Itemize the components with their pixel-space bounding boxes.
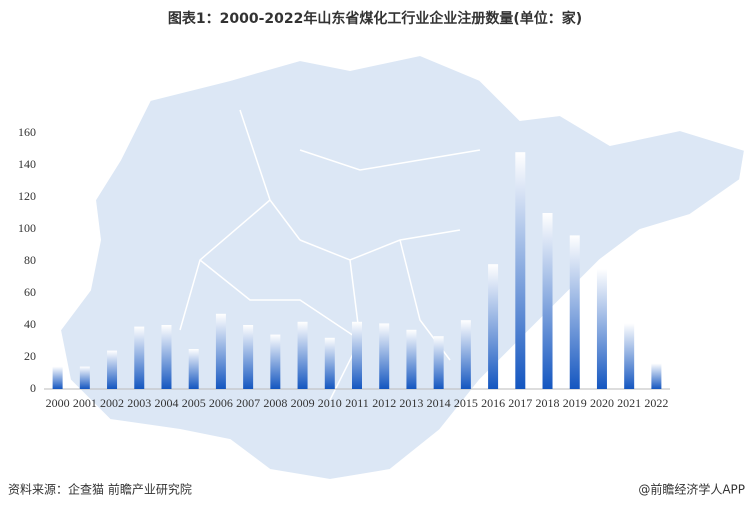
bar bbox=[324, 337, 335, 389]
bar bbox=[651, 363, 662, 389]
x-tick-label: 2001 bbox=[73, 396, 97, 410]
x-tick-label: 2006 bbox=[209, 396, 233, 410]
bar bbox=[270, 334, 281, 389]
bar bbox=[79, 366, 90, 389]
y-tick-label: 140 bbox=[18, 157, 36, 171]
x-tick-label: 2000 bbox=[46, 396, 70, 410]
x-tick-label: 2017 bbox=[508, 396, 532, 410]
x-tick-label: 2015 bbox=[454, 396, 478, 410]
x-tick-label: 2022 bbox=[644, 396, 668, 410]
x-tick-label: 2005 bbox=[182, 396, 206, 410]
y-tick-label: 20 bbox=[24, 349, 36, 363]
y-tick-label: 120 bbox=[18, 189, 36, 203]
y-tick-label: 60 bbox=[24, 285, 36, 299]
source-note: 资料来源：企查猫 前瞻产业研究院 bbox=[8, 482, 192, 497]
x-tick-label: 2016 bbox=[481, 396, 505, 410]
bar bbox=[406, 329, 417, 389]
bar bbox=[215, 313, 226, 389]
chart-title: 图表1：2000-2022年山东省煤化工行业企业注册数量(单位：家) bbox=[168, 10, 582, 27]
x-tick-label: 2012 bbox=[372, 396, 396, 410]
x-tick-label: 2009 bbox=[291, 396, 315, 410]
y-tick-label: 40 bbox=[24, 317, 36, 331]
bar bbox=[596, 269, 607, 389]
x-tick-label: 2010 bbox=[318, 396, 342, 410]
x-tick-label: 2008 bbox=[263, 396, 287, 410]
bar bbox=[515, 152, 526, 389]
brand-note: @前瞻经济学人APP bbox=[638, 482, 745, 497]
x-tick-label: 2013 bbox=[399, 396, 423, 410]
x-tick-label: 2002 bbox=[100, 396, 124, 410]
y-tick-label: 160 bbox=[18, 125, 36, 139]
bar bbox=[569, 235, 580, 389]
bar bbox=[542, 213, 553, 389]
x-tick-label: 2003 bbox=[127, 396, 151, 410]
y-tick-label: 80 bbox=[24, 253, 36, 267]
x-tick-label: 2021 bbox=[617, 396, 641, 410]
x-tick-label: 2004 bbox=[154, 396, 178, 410]
bar bbox=[352, 321, 362, 389]
bar bbox=[488, 264, 499, 389]
bar bbox=[188, 349, 199, 389]
x-tick-label: 2020 bbox=[590, 396, 614, 410]
bar bbox=[107, 350, 118, 389]
x-tick-label: 2018 bbox=[536, 396, 560, 410]
bar bbox=[243, 325, 254, 389]
map-background bbox=[58, 53, 747, 482]
bar bbox=[161, 325, 172, 389]
y-tick-label: 0 bbox=[30, 381, 36, 395]
x-tick-label: 2011 bbox=[345, 396, 369, 410]
x-tick-label: 2014 bbox=[427, 396, 451, 410]
bar bbox=[624, 323, 635, 389]
y-tick-label: 100 bbox=[18, 221, 36, 235]
x-tick-label: 2019 bbox=[563, 396, 587, 410]
bar bbox=[433, 336, 444, 389]
x-tick-label: 2007 bbox=[236, 396, 260, 410]
bar bbox=[297, 321, 308, 389]
bar bbox=[134, 326, 145, 389]
bar bbox=[52, 366, 63, 389]
bar bbox=[379, 323, 390, 389]
bar bbox=[460, 320, 471, 389]
